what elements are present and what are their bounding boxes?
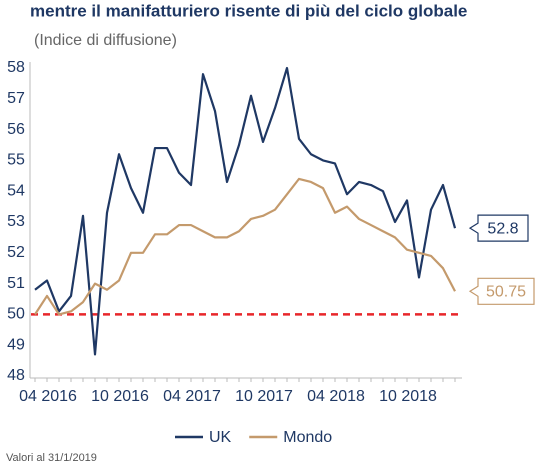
- note: Valori al 31/1/2019: [6, 452, 97, 464]
- y-tick-label: 58: [7, 59, 25, 76]
- series-line: [34, 177, 456, 316]
- y-tick-label: 55: [7, 152, 25, 169]
- x-tick-label: 04 2018: [307, 388, 365, 405]
- y-tick-label: 54: [7, 182, 25, 199]
- callout-box: [468, 214, 529, 242]
- chart-subtitle: (Indice di diffusione): [34, 32, 177, 49]
- data-label: 52.8: [487, 220, 518, 237]
- y-tick-label: 56: [7, 121, 25, 138]
- series-line: [34, 66, 457, 356]
- y-tick-label: 53: [7, 213, 25, 230]
- y-tick-label: 51: [7, 275, 25, 292]
- x-tick-label: 04 2016: [19, 388, 77, 405]
- y-tick-label: 57: [7, 90, 25, 107]
- y-tick-label: 49: [7, 336, 25, 353]
- legend-label: UK: [209, 429, 232, 446]
- y-tick-label: 50: [7, 306, 25, 323]
- chart-title: mentre il manifatturiero risente di più …: [30, 1, 467, 20]
- y-tick-label: 48: [7, 367, 25, 384]
- callout-box: [468, 277, 535, 305]
- data-label: 50.75: [486, 284, 526, 301]
- x-tick-label: 10 2018: [379, 388, 437, 405]
- y-tick-label: 52: [7, 244, 25, 261]
- x-tick-label: 04 2017: [163, 388, 221, 405]
- x-tick-label: 10 2016: [91, 388, 149, 405]
- x-tick-label: 10 2017: [235, 388, 293, 405]
- legend-label: Mondo: [283, 429, 332, 446]
